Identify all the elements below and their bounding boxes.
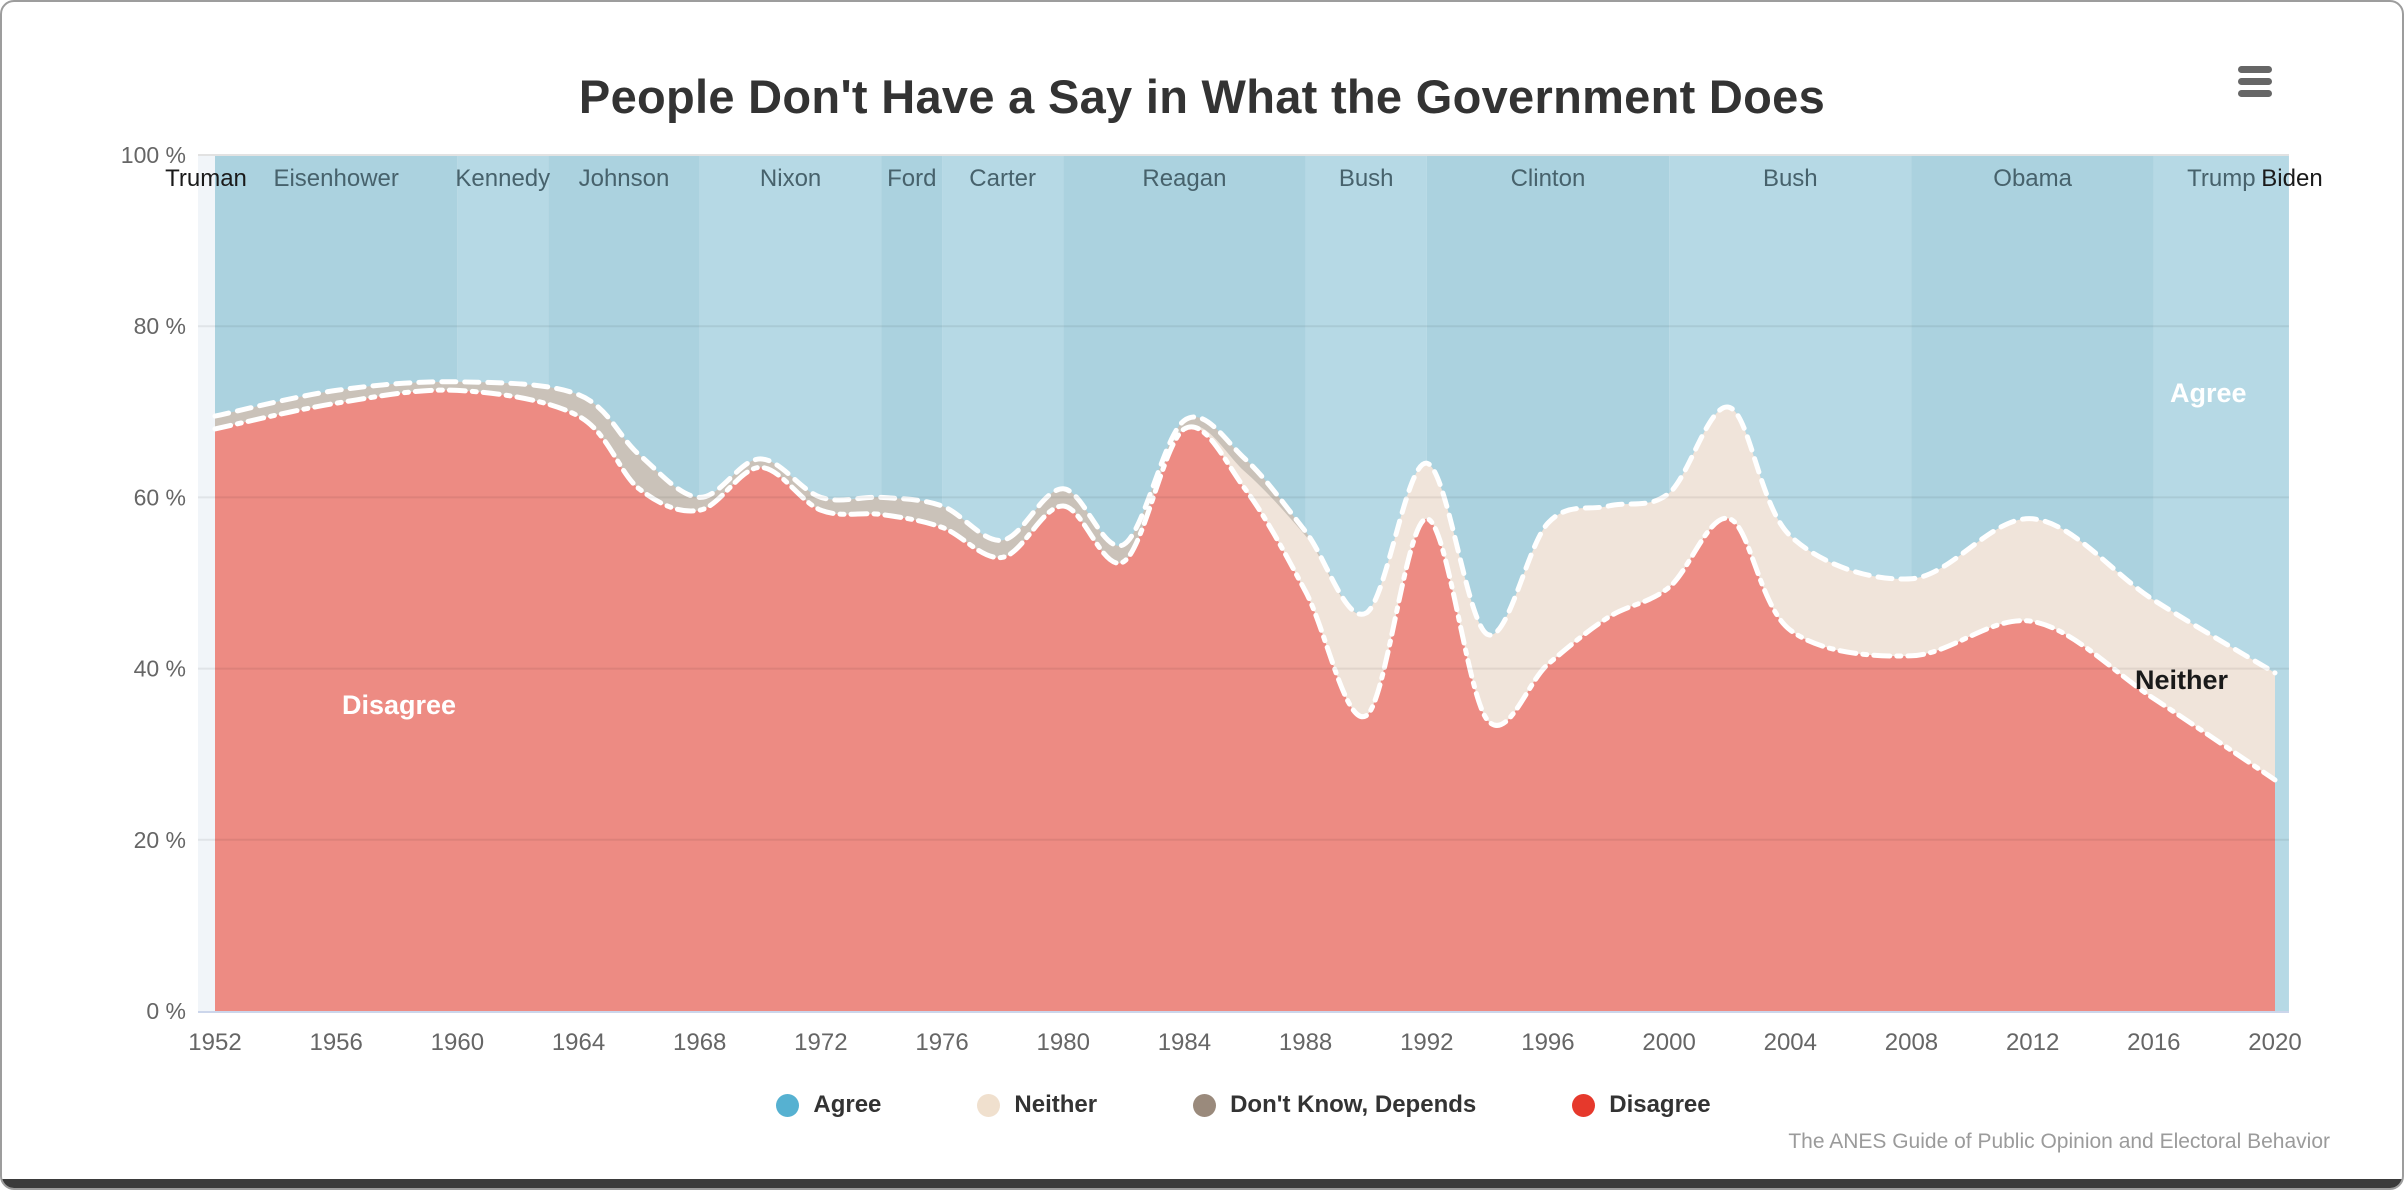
legend-item-disagree[interactable]: Disagree: [1572, 1091, 1711, 1119]
president-label: Reagan: [1142, 165, 1226, 192]
series-label-disagree: Disagree: [342, 690, 456, 720]
legend-marker-icon: [776, 1093, 800, 1117]
x-tick-label: 1968: [673, 1029, 726, 1056]
legend-label: Neither: [1014, 1091, 1098, 1118]
hamburger-icon: [2238, 65, 2272, 73]
president-labels: Truman Eisenhower Kennedy Johnson Nixon Ford C…: [165, 165, 2323, 192]
x-tick-label: 1952: [188, 1029, 241, 1056]
agree-boundary-line: [212, 379, 2278, 676]
series-label-agree: Agree: [2170, 378, 2247, 408]
hamburger-icon: [2238, 77, 2272, 85]
president-label: Carter: [969, 165, 1036, 192]
x-tick-label: 1964: [552, 1029, 605, 1056]
x-tick-label: 1992: [1400, 1029, 1453, 1056]
y-axis-labels: 0 % 20 % 40 % 60 % 80 % 100 %: [121, 142, 186, 1024]
chart-context-menu-button[interactable]: [2238, 58, 2286, 104]
disagree-boundary-line: [212, 387, 2278, 783]
window-bottom-edge: [2, 1179, 2402, 1188]
x-tick-label: 1988: [1279, 1029, 1332, 1056]
legend-item-neither[interactable]: Neither: [977, 1091, 1097, 1119]
legend-item-agree[interactable]: Agree: [776, 1091, 881, 1119]
president-label: Eisenhower: [273, 165, 398, 192]
president-label: Clinton: [1511, 165, 1586, 192]
x-tick-label: 1956: [309, 1029, 362, 1056]
y-tick-label: 80 %: [134, 313, 186, 339]
series-label-neither: Neither: [2135, 665, 2229, 695]
y-tick-label: 40 %: [134, 656, 186, 682]
president-label: Bush: [1763, 165, 1818, 192]
legend-item-don-t-know-depends[interactable]: Don't Know, Depends: [1193, 1091, 1476, 1119]
x-axis-labels: 1952 1956 1960 1964 1968 1972 1976 1980 1984 1988…: [188, 1029, 2301, 1056]
source-credit: The ANES Guide of Public Opinion and Ele…: [1788, 1130, 2330, 1153]
president-label: Trump: [2187, 165, 2255, 192]
president-label: Obama: [1993, 165, 2072, 192]
x-tick-label: 1984: [1158, 1029, 1211, 1056]
president-label: Johnson: [579, 165, 670, 192]
x-tick-label: 2020: [2248, 1029, 2301, 1056]
x-tick-label: 1972: [794, 1029, 847, 1056]
legend-label: Don't Know, Depends: [1230, 1091, 1477, 1118]
x-tick-label: 1996: [1521, 1029, 1574, 1056]
gridlines: [198, 154, 2289, 1013]
stacked-areas: [215, 381, 2275, 1012]
president-label: Bush: [1339, 165, 1394, 192]
y-tick-label: 100 %: [121, 142, 186, 168]
legend-marker-icon: [1572, 1093, 1596, 1117]
legend-label: Disagree: [1609, 1091, 1711, 1118]
y-tick-label: 0 %: [146, 998, 186, 1024]
x-tick-label: 2008: [1885, 1029, 1938, 1056]
y-tick-label: 60 %: [134, 484, 186, 510]
hamburger-icon: [2238, 89, 2272, 97]
x-tick-label: 2012: [2006, 1029, 2059, 1056]
legend-marker-icon: [977, 1093, 1001, 1117]
x-tick-label: 1980: [1037, 1029, 1090, 1056]
legend-label: Agree: [813, 1091, 882, 1118]
president-label: Ford: [887, 165, 936, 192]
x-tick-label: 1976: [915, 1029, 968, 1056]
president-label: Biden: [2261, 165, 2322, 192]
chart-title: People Don't Have a Say in What the Gove…: [578, 70, 1826, 124]
series-boundary-lines: [212, 379, 2278, 783]
legend-marker-icon: [1193, 1093, 1217, 1117]
x-tick-label: 1960: [431, 1029, 484, 1056]
chart-legend: Agree Neither Don't Know, Depends Disagree: [198, 1080, 2289, 1130]
x-tick-label: 2004: [1764, 1029, 1817, 1056]
president-label: Truman: [165, 165, 247, 192]
series-inline-labels: Disagree Agree Neither: [342, 378, 2247, 720]
x-tick-label: 2016: [2127, 1029, 2180, 1056]
president-label: Nixon: [760, 165, 821, 192]
y-tick-label: 20 %: [134, 827, 186, 853]
x-tick-label: 2000: [1642, 1029, 1695, 1056]
president-label: Kennedy: [455, 165, 550, 192]
area-disagree: [215, 390, 2275, 1012]
